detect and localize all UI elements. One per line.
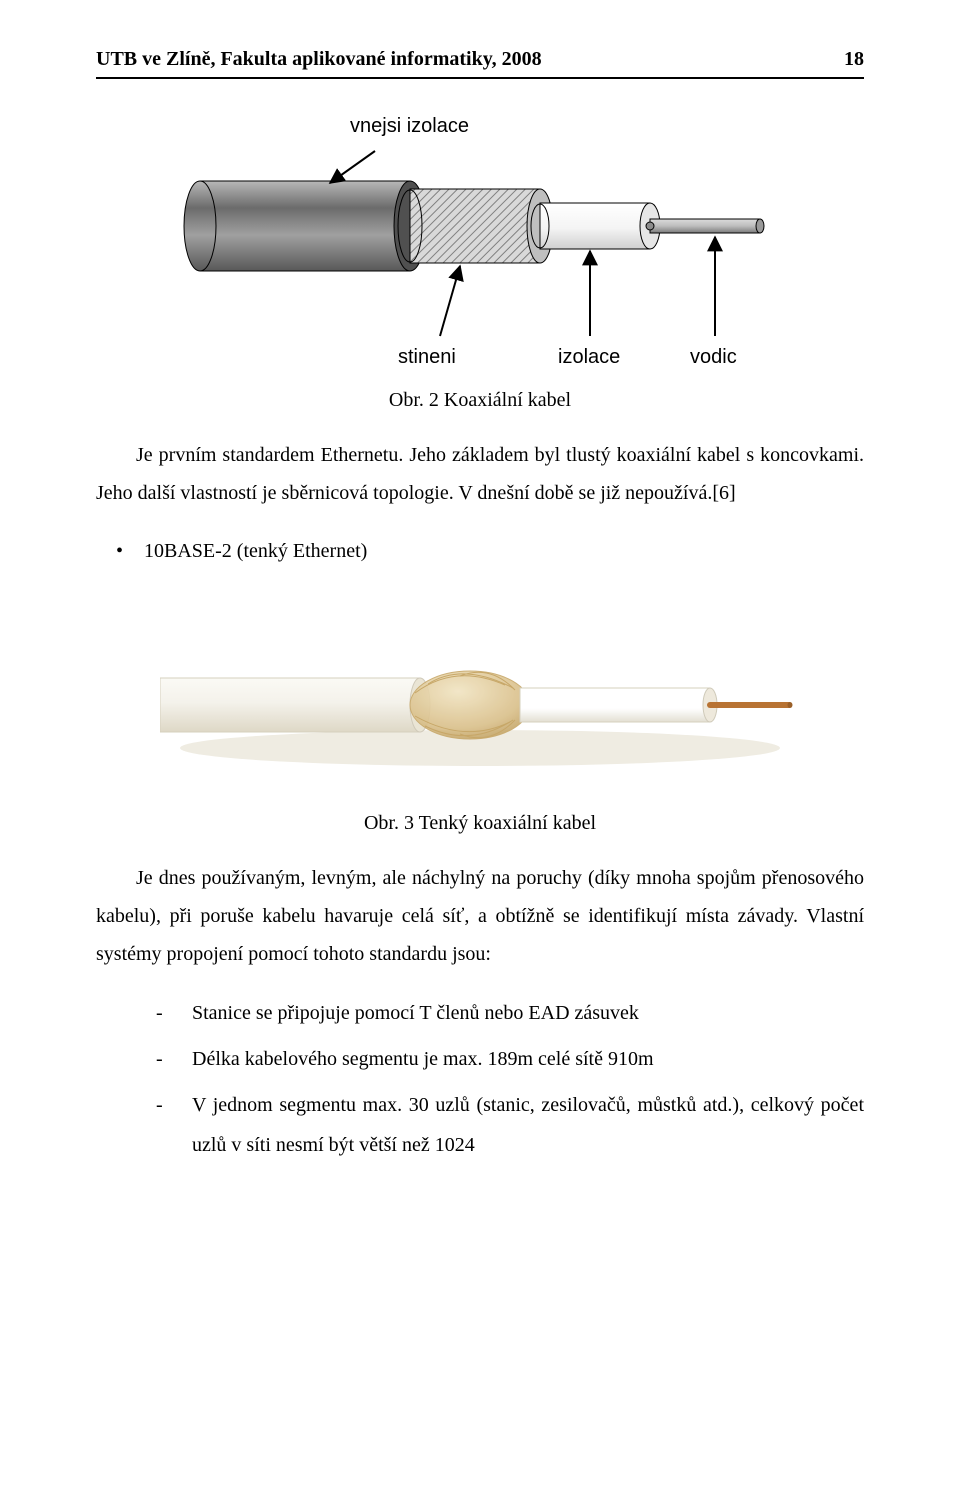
dash-item-2: Délka kabelového segmentu je max. 189m c… <box>156 1039 864 1079</box>
label-shield: stineni <box>398 346 456 369</box>
page-header: UTB ve Zlíně, Fakulta aplikované informa… <box>96 48 864 71</box>
paragraph-2: Je dnes používaným, levným, ale náchylný… <box>96 859 864 973</box>
figure-thin-coaxial-cable <box>160 598 800 798</box>
label-dielectric: izolace <box>558 346 620 369</box>
bullet-10base2: 10BASE-2 (tenký Ethernet) <box>144 532 864 570</box>
dash-list: Stanice se připojuje pomocí T členů nebo… <box>96 993 864 1165</box>
header-page-number: 18 <box>844 48 864 71</box>
header-left: UTB ve Zlíně, Fakulta aplikované informa… <box>96 48 542 71</box>
figure1-caption: Obr. 2 Koaxiální kabel <box>96 389 864 412</box>
label-outer-jacket: vnejsi izolace <box>350 115 469 138</box>
paragraph1-text: Je prvním standardem Ethernetu. Jeho zák… <box>96 444 864 504</box>
figure-coaxial-cable-diagram: vnejsi izolace stineni izolace vodic <box>170 111 790 371</box>
paragraph2-text: Je dnes používaným, levným, ale náchylný… <box>96 867 864 965</box>
bullet-list-1: 10BASE-2 (tenký Ethernet) <box>96 532 864 570</box>
label-conductor: vodic <box>690 346 737 369</box>
dash-item-3: V jednom segmentu max. 30 uzlů (stanic, … <box>156 1085 864 1165</box>
paragraph-1: Je prvním standardem Ethernetu. Jeho zák… <box>96 436 864 512</box>
figure2-caption: Obr. 3 Tenký koaxiální kabel <box>96 812 864 835</box>
dash-item-1: Stanice se připojuje pomocí T členů nebo… <box>156 993 864 1033</box>
header-rule <box>96 77 864 79</box>
